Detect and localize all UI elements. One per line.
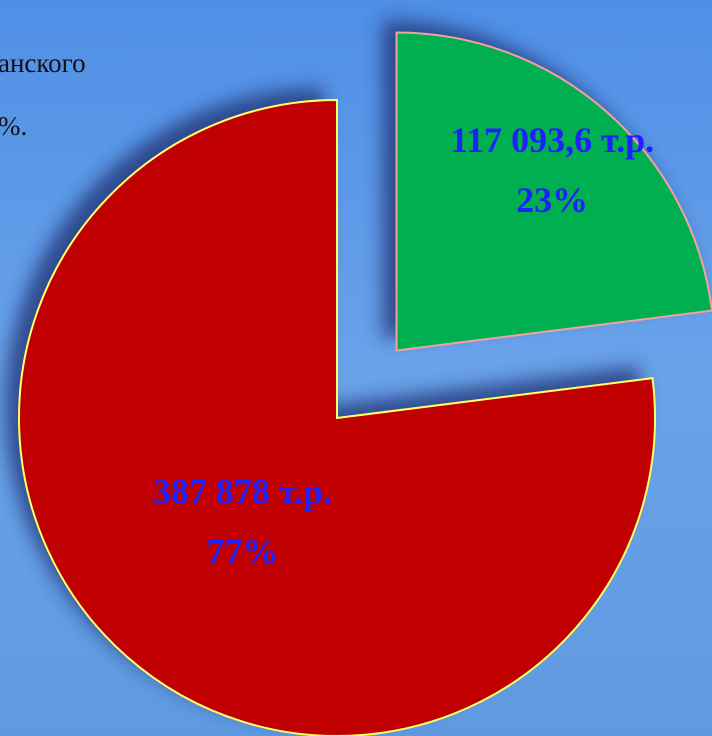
pie-slice <box>18 98 656 736</box>
value-label: 23% <box>516 180 588 220</box>
value-label: 77% <box>206 532 278 572</box>
slices <box>18 31 712 736</box>
pie-slice <box>395 31 712 352</box>
amount-label: 387 878 т.р. <box>153 472 332 512</box>
text-fragment: анского <box>0 48 86 78</box>
labels: 117 093,6 т.р. 23% 387 878 т.р. 77% <box>153 120 654 571</box>
text-fragment: %. <box>0 111 27 141</box>
amount-label: 117 093,6 т.р. <box>450 120 654 160</box>
